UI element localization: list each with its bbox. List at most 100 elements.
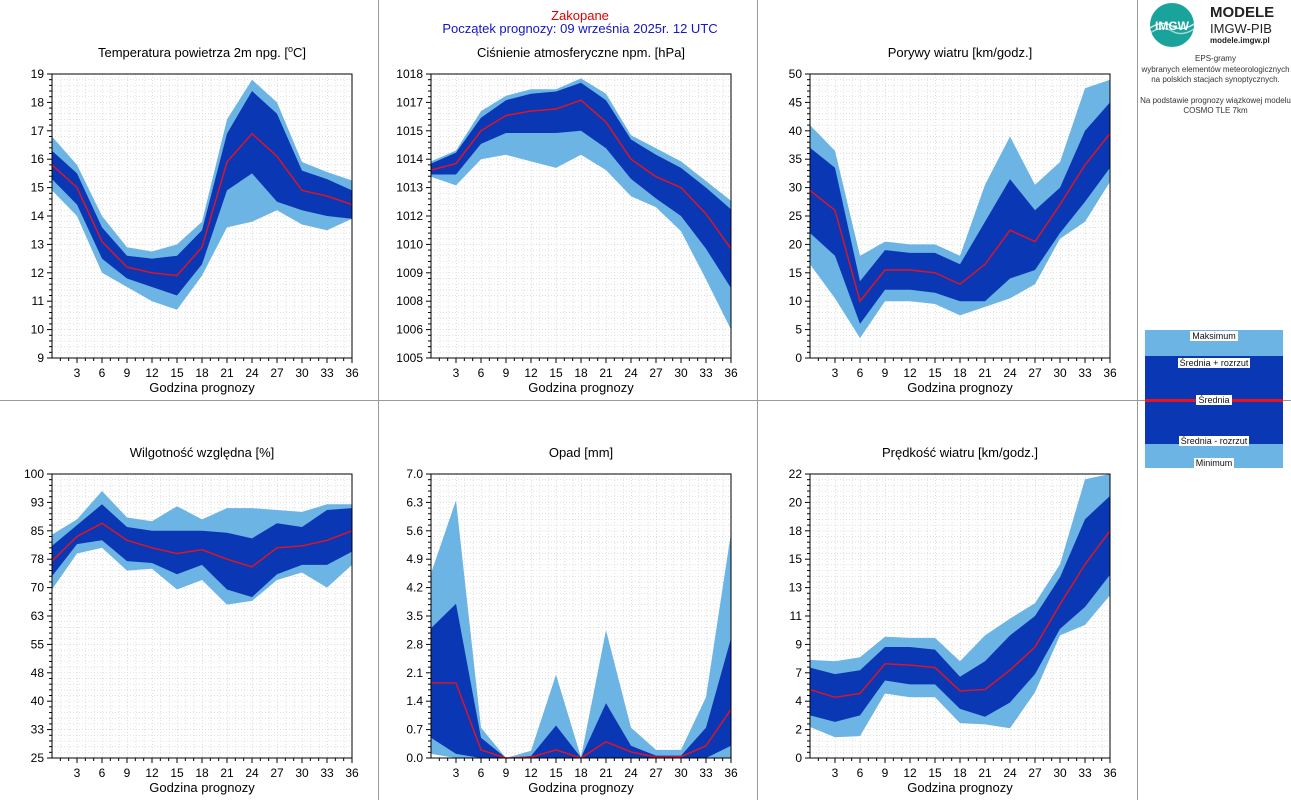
- y-tick-label: 13: [789, 581, 803, 595]
- x-tick-label: 36: [724, 766, 738, 780]
- x-axis-label: Godzina prognozy: [528, 380, 634, 395]
- x-tick-label: 24: [1003, 366, 1017, 380]
- y-tick-label: 35: [789, 152, 803, 166]
- y-tick-label: 55: [31, 637, 45, 651]
- y-tick-label: 1008: [396, 294, 423, 308]
- y-tick-label: 1012: [396, 209, 423, 223]
- y-tick-label: 78: [31, 552, 45, 566]
- imgw-logo: IMGW MODELE IMGW-PIB modele.imgw.pl: [1146, 2, 1288, 48]
- description-line: COSMO TLE 7km: [1183, 106, 1248, 115]
- chart-panel-5: 3 6 9 12 15 18 21 24 27 30 33 3602479111315182022Go…: [789, 445, 1117, 795]
- y-tick-label: 4.9: [406, 552, 423, 566]
- x-tick-label: 18: [953, 366, 967, 380]
- y-tick-label: 0: [795, 751, 802, 765]
- x-tick-label: 27: [270, 766, 284, 780]
- x-tick-label: 3: [74, 766, 81, 780]
- legend-max-label: Maksimum: [1190, 331, 1238, 341]
- x-tick-label: 36: [345, 366, 359, 380]
- chart-panel-4: 3 6 9 12 15 18 21 24 27 30 33 360.00.71.42.12.83.54…: [406, 445, 738, 795]
- y-tick-label: 10: [31, 323, 45, 337]
- chart-title: Opad [mm]: [549, 445, 613, 460]
- chart-panel-1: 3 6 9 12 15 18 21 24 27 30 33 361005100610081009101…: [396, 45, 738, 395]
- chart-title: Porywy wiatru [km/godz.]: [888, 45, 1033, 60]
- chart-title: Ciśnienie atmosferyczne npm. [hPa]: [477, 45, 685, 60]
- x-tick-label: 33: [320, 766, 334, 780]
- y-tick-label: 18: [789, 524, 803, 538]
- x-tick-label: 12: [903, 766, 917, 780]
- y-tick-label: 18: [31, 95, 45, 109]
- y-tick-label: 93: [31, 495, 45, 509]
- y-tick-label: 11: [790, 609, 803, 623]
- x-tick-label: 18: [953, 766, 967, 780]
- x-tick-label: 27: [649, 766, 663, 780]
- x-tick-label: 9: [882, 766, 889, 780]
- y-tick-label: 1015: [396, 124, 423, 138]
- x-tick-label: 15: [170, 766, 184, 780]
- x-tick-label: 33: [1078, 366, 1092, 380]
- x-tick-label: 18: [574, 366, 588, 380]
- y-tick-label: 33: [31, 723, 45, 737]
- y-tick-label: 15: [789, 266, 803, 280]
- x-tick-label: 24: [245, 766, 259, 780]
- x-tick-label: 6: [857, 366, 864, 380]
- x-tick-label: 30: [1053, 366, 1067, 380]
- y-tick-label: 1.4: [406, 694, 423, 708]
- y-tick-label: 10: [789, 294, 803, 308]
- x-axis-label: Godzina prognozy: [907, 380, 1013, 395]
- x-tick-label: 15: [549, 366, 563, 380]
- x-tick-label: 15: [170, 366, 184, 380]
- x-tick-label: 18: [195, 766, 209, 780]
- y-tick-label: 30: [789, 181, 803, 195]
- x-tick-label: 3: [74, 366, 81, 380]
- x-tick-label: 30: [295, 366, 309, 380]
- x-tick-label: 33: [320, 366, 334, 380]
- y-tick-label: 40: [31, 694, 45, 708]
- y-tick-label: 22: [789, 467, 803, 481]
- x-tick-label: 24: [624, 766, 638, 780]
- logo-url: modele.imgw.pl: [1210, 36, 1270, 45]
- chart-title-main: Porywy wiatru [km/godz.]: [888, 45, 1033, 60]
- x-tick-label: 24: [624, 366, 638, 380]
- description-line: EPS-gramy: [1195, 54, 1236, 63]
- y-tick-label: 25: [789, 209, 803, 223]
- y-tick-label: 1009: [396, 266, 423, 280]
- band-spread: [431, 603, 731, 758]
- description-block: EPS-gramy wybranych elementów meteorolog…: [1140, 54, 1291, 117]
- x-tick-label: 6: [478, 366, 485, 380]
- y-tick-label: 48: [31, 666, 45, 680]
- logo-subtitle: IMGW-PIB: [1210, 21, 1272, 36]
- x-tick-label: 36: [1103, 766, 1117, 780]
- x-tick-label: 15: [549, 766, 563, 780]
- x-tick-label: 33: [1078, 766, 1092, 780]
- chart-panel-3: 3 6 9 12 15 18 21 24 27 30 33 362533404855637078859…: [24, 445, 359, 795]
- legend-upper-label: Średnia + rozrzut: [1177, 358, 1251, 368]
- x-tick-label: 12: [524, 766, 538, 780]
- y-tick-label: 12: [31, 266, 45, 280]
- y-tick-label: 1017: [396, 95, 423, 109]
- chart-title: Wilgotność względna [%]: [130, 445, 275, 460]
- y-tick-label: 6.3: [406, 495, 423, 509]
- y-tick-label: 70: [31, 581, 45, 595]
- x-tick-label: 33: [699, 366, 713, 380]
- x-tick-label: 27: [1028, 766, 1042, 780]
- x-tick-label: 3: [832, 366, 839, 380]
- band-spread: [52, 504, 352, 598]
- x-tick-label: 21: [220, 766, 234, 780]
- band-spread: [810, 102, 1110, 324]
- legend: Maksimum Średnia + rozrzut Średnia Średn…: [1145, 330, 1283, 468]
- y-tick-label: 50: [789, 67, 803, 81]
- x-tick-label: 27: [1028, 366, 1042, 380]
- legend-lower-label: Średnia - rozrzut: [1178, 436, 1250, 446]
- y-tick-label: 16: [31, 152, 45, 166]
- legend-mean-label: Średnia: [1196, 395, 1232, 405]
- y-tick-label: 1014: [396, 152, 423, 166]
- y-tick-label: 17: [31, 124, 45, 138]
- y-tick-label: 25: [31, 751, 45, 765]
- x-tick-label: 6: [857, 766, 864, 780]
- chart-panel-0: 3 6 9 12 15 18 21 24 27 30 33 369101112131415161718…: [31, 44, 359, 395]
- y-tick-label: 11: [32, 294, 45, 308]
- band-spread: [810, 495, 1110, 722]
- x-tick-label: 30: [1053, 766, 1067, 780]
- y-tick-label: 0.0: [406, 751, 423, 765]
